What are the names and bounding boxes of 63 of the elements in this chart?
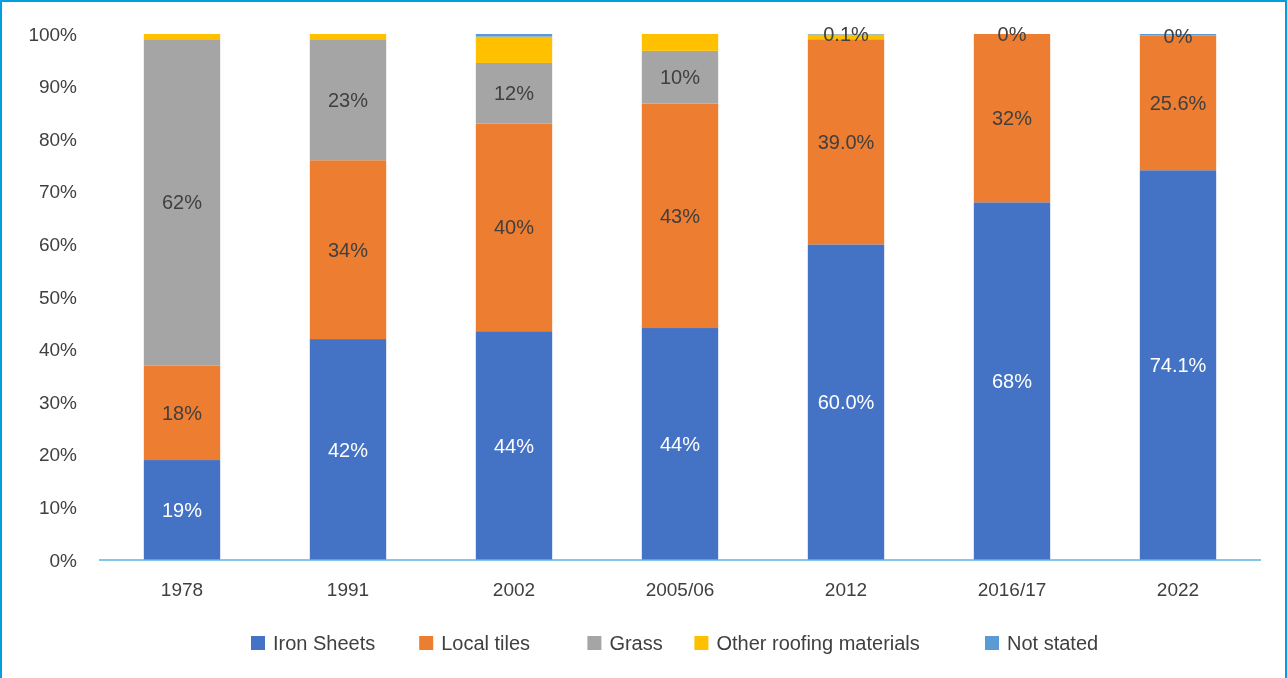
bar [143, 34, 221, 40]
y-tick-label: 20% [38, 444, 78, 466]
x-tick-label: 2005/06 [645, 579, 715, 600]
data-label: 43% [659, 204, 701, 227]
bar [475, 123, 553, 332]
bar [973, 202, 1051, 560]
bar [641, 328, 719, 560]
bar [143, 39, 221, 366]
y-tick-label: 90% [38, 76, 78, 98]
bar [309, 34, 387, 40]
data-label: 23% [327, 88, 369, 111]
bar [475, 34, 553, 37]
data-label: 10% [659, 66, 701, 89]
bar [807, 39, 885, 245]
bar [309, 39, 387, 161]
data-label: 32% [991, 107, 1033, 130]
data-label: 68% [991, 370, 1033, 393]
bar [143, 460, 221, 560]
x-tick-label: 2002 [492, 579, 536, 600]
data-label: 0.1% [823, 23, 870, 46]
y-tick-label: 100% [28, 23, 78, 45]
data-label: 12% [493, 82, 535, 105]
bar [475, 331, 553, 560]
y-tick-label: 40% [38, 339, 78, 361]
bar [309, 160, 387, 340]
data-label: 19% [161, 499, 203, 522]
x-tick-label: 2016/17 [977, 579, 1047, 600]
bar [641, 34, 719, 51]
data-label: 60.0% [817, 391, 875, 414]
x-tick-label: 2022 [1156, 579, 1200, 600]
data-label: 18% [161, 401, 203, 424]
legend-label: Local tiles [441, 632, 531, 654]
bar [641, 103, 719, 329]
y-tick-label: 10% [38, 497, 78, 519]
x-tick-label: 1978 [160, 579, 204, 600]
legend-label: Other roofing materials [716, 632, 920, 654]
y-tick-label: 0% [49, 549, 78, 571]
data-label: 62% [161, 191, 203, 214]
bar [475, 36, 553, 63]
bar [309, 339, 387, 560]
bar [475, 62, 553, 124]
data-label: 25.6% [1149, 91, 1207, 114]
y-tick-label: 80% [38, 128, 78, 150]
y-tick-label: 50% [38, 286, 78, 308]
y-tick-label: 70% [38, 181, 78, 203]
y-tick-label: 60% [38, 234, 78, 256]
x-tick-label: 2012 [824, 579, 868, 600]
data-label: 34% [327, 238, 369, 261]
data-label: 44% [659, 433, 701, 456]
data-label: 40% [493, 216, 535, 239]
bar [1139, 170, 1217, 560]
data-label: 42% [327, 438, 369, 461]
legend-label: Iron Sheets [273, 632, 376, 654]
bar [143, 365, 221, 461]
legend-label: Not stated [1007, 632, 1099, 654]
data-label: 44% [493, 434, 535, 457]
bar [807, 244, 885, 560]
bar [641, 50, 719, 104]
y-tick-label: 30% [38, 391, 78, 413]
data-label: 39.0% [817, 130, 875, 153]
x-tick-label: 1991 [326, 579, 370, 600]
data-label: 74.1% [1149, 354, 1207, 377]
legend-label: Grass [609, 632, 663, 654]
